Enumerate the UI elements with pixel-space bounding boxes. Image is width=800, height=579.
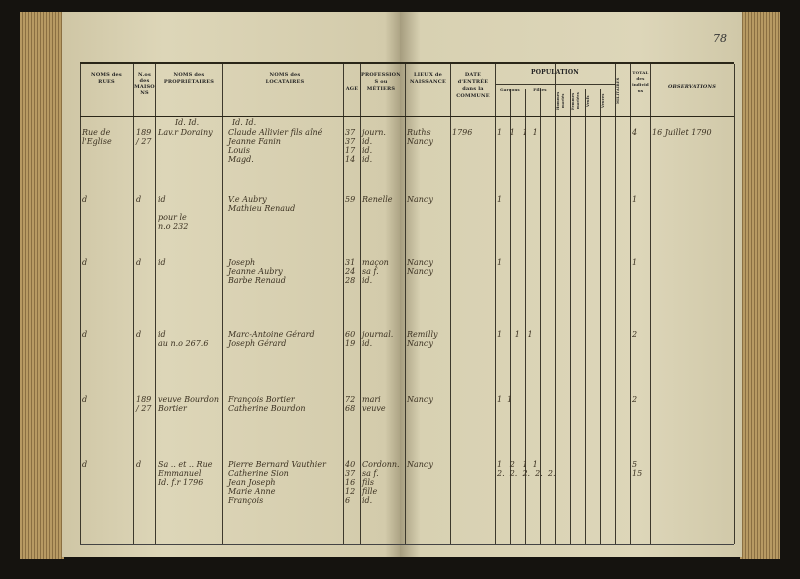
cell-total: 4 <box>632 128 638 137</box>
cell-maison: d <box>136 460 142 469</box>
cell-maison: d <box>136 330 142 339</box>
cell-observation: 16 Juillet 1790 <box>652 128 712 137</box>
cell-professions: journal. id. <box>362 330 394 348</box>
cell-locataires: François Bortier Catherine Bourdon <box>228 395 306 413</box>
cell-total: 1 <box>632 258 638 267</box>
cell-professions: mari veuve <box>362 395 386 413</box>
header-filles: Filles <box>533 87 547 92</box>
cell-professions: maçon sa f. id. <box>362 258 389 285</box>
header-population: POPULATION <box>530 69 579 76</box>
header-lieux: LIEUX de NAISSANCE <box>410 72 446 85</box>
cell-pop: 1 <box>497 195 503 204</box>
header-proprietaires: NOMS des PROPRIÉTAIRES <box>163 72 215 85</box>
cell-total: 2 <box>632 395 638 404</box>
cell-proprietaire: id au n.o 267.6 <box>158 330 209 348</box>
left-table: NOMS des RUES N.os des MAISONS NOMS des … <box>80 62 402 545</box>
cell-proprietaire: id pour le n.o 232 <box>158 195 189 231</box>
ditto-proprietaires: Id. Id. <box>175 118 200 127</box>
cell-locataires: Pierre Bernard Vauthier Catherine Sion J… <box>228 460 326 505</box>
cell-pop: 1 <box>497 258 503 267</box>
cell-pop: 1 1 1 1 <box>497 128 538 137</box>
cell-lieu: Nancy <box>407 460 433 469</box>
right-page: 78 LIEUX de NAISSANCE DATE d'ENTRÉE dans… <box>400 12 742 557</box>
cell-professions: Renelle <box>362 195 393 204</box>
cell-ages: 59 <box>345 195 356 204</box>
right-table: LIEUX de NAISSANCE DATE d'ENTRÉE dans la… <box>400 62 735 545</box>
cell-rue: d <box>82 195 88 204</box>
cell-locataires: V.e Aubry Mathieu Renaud <box>228 195 296 213</box>
cell-maison: 189 / 27 <box>136 395 154 413</box>
cell-pop: 1 1 1 <box>497 330 533 339</box>
cell-ages: 72 68 <box>345 395 356 413</box>
header-date: DATE d'ENTRÉE dans la COMMUNE <box>456 72 490 99</box>
cell-lieu: Remilly Nancy <box>407 330 438 348</box>
cell-pop: 1 1 <box>497 395 513 404</box>
book-edge-right <box>740 12 780 559</box>
header-garcons: Garçons <box>500 87 520 92</box>
cell-rue: d <box>82 330 88 339</box>
cell-ages: 37 37 17 14 <box>345 128 356 164</box>
book-edge-left <box>20 12 64 559</box>
header-veuves: Veuves <box>601 93 605 109</box>
cell-total: 2 <box>632 330 638 339</box>
cell-date: 1796 <box>452 128 473 137</box>
cell-proprietaire: id <box>158 258 166 267</box>
cell-proprietaire: Lav.r Dorainy <box>158 128 213 137</box>
ditto-locataires: Id. Id. <box>232 118 257 127</box>
cell-rue: d <box>82 460 88 469</box>
cell-rue: Rue de l'Eglise <box>82 128 113 146</box>
cell-locataires: Joseph Jeanne Aubry Barbe Renaud <box>228 258 286 285</box>
cell-proprietaire: Sa .. et .. Rue Emmanuel Id. f.r 1796 <box>158 460 213 487</box>
cell-pop: 1 2 1 1 2. 2. 2. 2. 2. <box>497 460 556 478</box>
header-total: TOTAL des individus <box>632 70 649 93</box>
cell-rue: d <box>82 395 88 404</box>
cell-ages: 40 37 16 12 6 <box>345 460 356 505</box>
header-locataires: NOMS des LOCATAIRES <box>265 72 305 85</box>
left-page: NOMS des RUES N.os des MAISONS NOMS des … <box>62 12 402 557</box>
cell-locataires: Claude Allivier fils aîné Jeanne Fanin L… <box>228 128 323 164</box>
cell-lieu: Nancy <box>407 195 433 204</box>
page-number: 78 <box>713 32 727 45</box>
cell-lieu: Nancy Nancy <box>407 258 433 276</box>
cell-maison: 189 / 27 <box>136 128 154 146</box>
header-maisons: N.os des MAISONS <box>134 72 155 96</box>
header-femmes: Femmes mariées <box>571 92 580 110</box>
header-professions: PROFESSIONS ou MÉTIERS <box>361 72 402 92</box>
header-militaires: MILITAIRES <box>616 77 620 105</box>
cell-professions: Cordonn. sa f. fils fille id. <box>362 460 400 505</box>
cell-lieu: Ruths Nancy <box>407 128 433 146</box>
cell-proprietaire: veuve Bourdon Bortier <box>158 395 222 413</box>
cell-professions: journ. id. id. id. <box>362 128 386 164</box>
header-veufs: Veufs <box>586 95 590 107</box>
header-observations: OBSERVATIONS <box>667 84 717 90</box>
header-age: AGE <box>345 86 359 92</box>
cell-maison: d <box>136 258 142 267</box>
cell-locataires: Marc-Antoine Gérard Joseph Gérard <box>228 330 315 348</box>
cell-maison: d <box>136 195 142 204</box>
cell-rue: d <box>82 258 88 267</box>
cell-total: 5 15 <box>632 460 643 478</box>
cell-ages: 31 24 28 <box>345 258 356 285</box>
cell-ages: 60 19 <box>345 330 356 348</box>
cell-total: 1 <box>632 195 638 204</box>
header-hommes: Hommes mariés <box>556 91 565 111</box>
cell-lieu: Nancy <box>407 395 433 404</box>
header-rues: NOMS des RUES <box>91 72 122 85</box>
